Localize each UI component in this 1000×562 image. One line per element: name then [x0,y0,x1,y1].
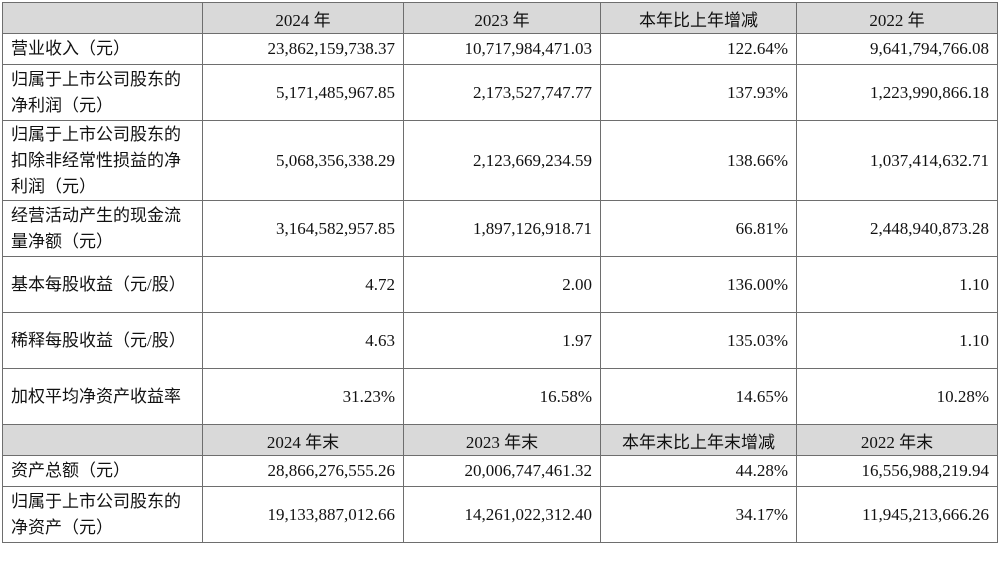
financial-summary-table: 2024 年 2023 年 本年比上年增减 2022 年 营业收入（元） 23,… [2,2,998,543]
cell-2023: 2.00 [403,256,601,313]
cell-change: 44.28% [600,455,797,487]
cell-change: 136.00% [600,256,797,313]
cell-2023: 2,173,527,747.77 [403,64,601,121]
cell-2023: 14,261,022,312.40 [403,486,601,543]
row-label: 稀释每股收益（元/股） [2,312,203,369]
cell-change: 135.03% [600,312,797,369]
cell-change: 137.93% [600,64,797,121]
row-label: 归属于上市公司股东的净利润（元） [2,64,203,121]
cell-2022: 16,556,988,219.94 [796,455,998,487]
cell-2024: 4.63 [202,312,404,369]
cell-2024: 5,171,485,967.85 [202,64,404,121]
header-2023-end: 2023 年末 [403,424,601,456]
header-2023: 2023 年 [403,2,601,34]
table-row-net-profit: 归属于上市公司股东的净利润（元） 5,171,485,967.85 2,173,… [2,64,998,121]
cell-2022: 1,037,414,632.71 [796,120,998,201]
cell-change: 34.17% [600,486,797,543]
table-row-total-assets: 资产总额（元） 28,866,276,555.26 20,006,747,461… [2,455,998,487]
cell-2024: 4.72 [202,256,404,313]
header-row-year-end: 2024 年末 2023 年末 本年末比上年末增减 2022 年末 [2,424,998,456]
cell-2022: 1,223,990,866.18 [796,64,998,121]
cell-2024: 31.23% [202,368,404,425]
row-label: 营业收入（元） [2,33,203,65]
row-label: 归属于上市公司股东的扣除非经常性损益的净利润（元） [2,120,203,201]
table-row-operating-cash-flow: 经营活动产生的现金流量净额（元） 3,164,582,957.85 1,897,… [2,200,998,257]
cell-change: 122.64% [600,33,797,65]
header-blank-cell [2,2,203,34]
header-2022-end: 2022 年末 [796,424,998,456]
table-row-revenue: 营业收入（元） 23,862,159,738.37 10,717,984,471… [2,33,998,65]
cell-2023: 1.97 [403,312,601,369]
header-2024-end: 2024 年末 [202,424,404,456]
cell-2023: 2,123,669,234.59 [403,120,601,201]
cell-2022: 11,945,213,666.26 [796,486,998,543]
cell-2023: 10,717,984,471.03 [403,33,601,65]
cell-2024: 5,068,356,338.29 [202,120,404,201]
table-row-roe: 加权平均净资产收益率 31.23% 16.58% 14.65% 10.28% [2,368,998,425]
header-row: 2024 年 2023 年 本年比上年增减 2022 年 [2,2,998,34]
cell-2024: 19,133,887,012.66 [202,486,404,543]
header-blank-cell [2,424,203,456]
cell-change: 14.65% [600,368,797,425]
header-2022: 2022 年 [796,2,998,34]
cell-2022: 2,448,940,873.28 [796,200,998,257]
cell-2024: 28,866,276,555.26 [202,455,404,487]
table-row-deducted-net-profit: 归属于上市公司股东的扣除非经常性损益的净利润（元） 5,068,356,338.… [2,120,998,201]
cell-2024: 3,164,582,957.85 [202,200,404,257]
row-label: 经营活动产生的现金流量净额（元） [2,200,203,257]
table-row-diluted-eps: 稀释每股收益（元/股） 4.63 1.97 135.03% 1.10 [2,312,998,369]
cell-2023: 1,897,126,918.71 [403,200,601,257]
header-change-end: 本年末比上年末增减 [600,424,797,456]
row-label: 基本每股收益（元/股） [2,256,203,313]
row-label: 资产总额（元） [2,455,203,487]
cell-2023: 16.58% [403,368,601,425]
table-row-net-assets: 归属于上市公司股东的净资产（元） 19,133,887,012.66 14,26… [2,486,998,543]
header-2024: 2024 年 [202,2,404,34]
cell-2022: 9,641,794,766.08 [796,33,998,65]
row-label: 加权平均净资产收益率 [2,368,203,425]
row-label: 归属于上市公司股东的净资产（元） [2,486,203,543]
table-row-basic-eps: 基本每股收益（元/股） 4.72 2.00 136.00% 1.10 [2,256,998,313]
cell-2022: 10.28% [796,368,998,425]
cell-2022: 1.10 [796,256,998,313]
cell-change: 138.66% [600,120,797,201]
cell-2022: 1.10 [796,312,998,369]
cell-2024: 23,862,159,738.37 [202,33,404,65]
header-change: 本年比上年增减 [600,2,797,34]
cell-change: 66.81% [600,200,797,257]
cell-2023: 20,006,747,461.32 [403,455,601,487]
